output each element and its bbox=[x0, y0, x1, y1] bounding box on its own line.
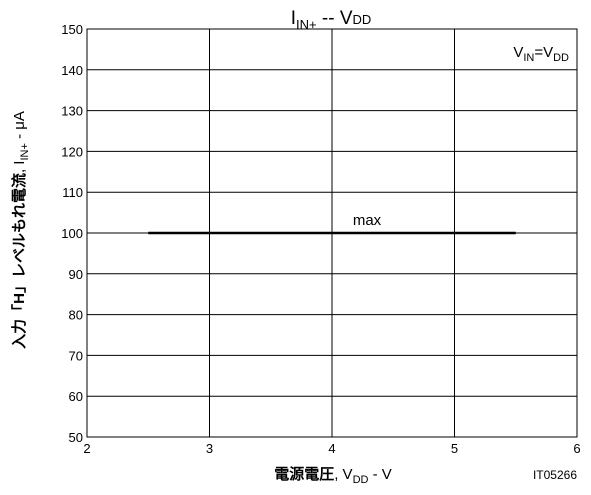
figure-id: IT05266 bbox=[533, 468, 577, 482]
series-label-max: max bbox=[353, 212, 382, 229]
y-tick-label: 60 bbox=[69, 389, 83, 404]
y-tick-label: 150 bbox=[61, 22, 83, 37]
plot-frame bbox=[86, 28, 578, 438]
x-tick-label: 3 bbox=[206, 441, 213, 456]
y-tick-label: 140 bbox=[61, 63, 83, 78]
y-tick-labels: 50 60 70 80 90 100 110 120 130 140 150 bbox=[61, 22, 83, 445]
chart-title: IIN+ -- VDD bbox=[291, 8, 372, 32]
y-tick-label: 70 bbox=[69, 348, 83, 363]
x-axis-label: 電源電圧, VDD - V bbox=[274, 465, 392, 486]
x-tick-label: 2 bbox=[83, 441, 90, 456]
grid bbox=[87, 29, 577, 437]
x-tick-label: 4 bbox=[328, 441, 335, 456]
y-tick-label: 80 bbox=[69, 308, 83, 323]
y-tick-label: 100 bbox=[61, 226, 83, 241]
x-tick-label: 6 bbox=[573, 441, 580, 456]
y-tick-label: 50 bbox=[69, 430, 83, 445]
y-tick-label: 130 bbox=[61, 104, 83, 119]
y-axis-label: 入力「H」レベルもれ電流, IIN+ - μA bbox=[10, 111, 31, 349]
y-tick-label: 90 bbox=[69, 267, 83, 282]
condition-annotation: VIN=VDD bbox=[513, 44, 569, 64]
y-tick-label: 120 bbox=[61, 144, 83, 159]
y-tick-label: 110 bbox=[62, 185, 83, 200]
x-tick-labels: 2 3 4 5 6 bbox=[83, 441, 580, 456]
x-tick-label: 5 bbox=[451, 441, 458, 456]
series-layer: max bbox=[148, 212, 516, 235]
